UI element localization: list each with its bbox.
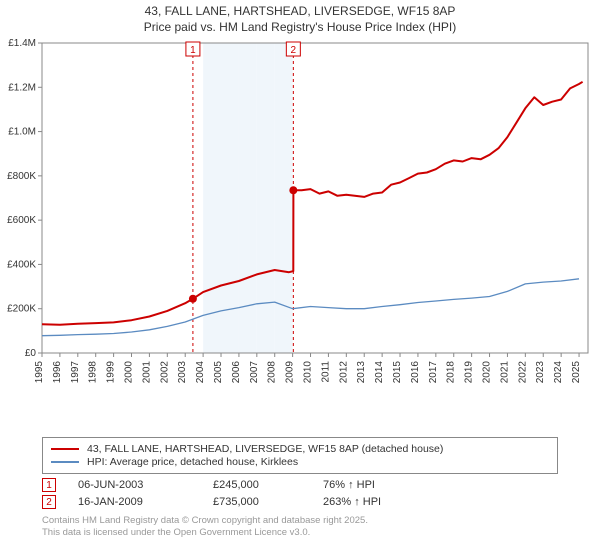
legend-item: HPI: Average price, detached house, Kirk… xyxy=(51,456,549,468)
annotation-date: 16-JAN-2009 xyxy=(78,496,213,508)
svg-text:£800K: £800K xyxy=(7,171,36,182)
price-chart: £0 £200K £400K £600K £800K £1.0M £1.2M £1.4M 199… xyxy=(0,35,600,435)
legend-swatch xyxy=(51,448,79,450)
svg-text:2021: 2021 xyxy=(499,361,510,384)
svg-text:2015: 2015 xyxy=(392,361,403,384)
svg-text:2005: 2005 xyxy=(213,361,224,384)
svg-text:£1.4M: £1.4M xyxy=(8,38,36,49)
svg-text:£600K: £600K xyxy=(7,215,36,226)
svg-text:2016: 2016 xyxy=(410,361,421,384)
svg-text:2004: 2004 xyxy=(195,361,206,384)
annotation-badge: 1 xyxy=(42,478,56,492)
svg-text:1996: 1996 xyxy=(52,361,63,384)
svg-text:2013: 2013 xyxy=(356,361,367,384)
svg-text:2002: 2002 xyxy=(159,361,170,384)
legend-label: HPI: Average price, detached house, Kirk… xyxy=(87,456,298,468)
svg-text:£200K: £200K xyxy=(7,304,36,315)
svg-text:2022: 2022 xyxy=(517,361,528,384)
annotation-price: £245,000 xyxy=(213,479,323,491)
legend-item: 43, FALL LANE, HARTSHEAD, LIVERSEDGE, WF… xyxy=(51,443,549,455)
svg-text:2025: 2025 xyxy=(571,361,582,384)
footer-line1: Contains HM Land Registry data © Crown c… xyxy=(42,515,558,527)
svg-text:1: 1 xyxy=(190,45,196,56)
legend-swatch xyxy=(51,461,79,463)
svg-text:2023: 2023 xyxy=(535,361,546,384)
svg-text:2003: 2003 xyxy=(177,361,188,384)
svg-text:1995: 1995 xyxy=(34,361,45,384)
footer-line2: This data is licensed under the Open Gov… xyxy=(42,527,558,539)
annotation-row: 2 16-JAN-2009£735,000263% ↑ HPI xyxy=(42,495,558,509)
svg-text:2000: 2000 xyxy=(124,361,135,384)
svg-text:£0: £0 xyxy=(25,348,37,359)
svg-text:2007: 2007 xyxy=(249,361,260,384)
annotation-date: 06-JUN-2003 xyxy=(78,479,213,491)
svg-text:2001: 2001 xyxy=(141,361,152,384)
title-line2: Price paid vs. HM Land Registry's House … xyxy=(0,20,600,36)
chart-svg: £0 £200K £400K £600K £800K £1.0M £1.2M £1.4M 199… xyxy=(0,35,600,435)
svg-text:1998: 1998 xyxy=(88,361,99,384)
svg-text:2010: 2010 xyxy=(303,361,314,384)
chart-title: 43, FALL LANE, HARTSHEAD, LIVERSEDGE, WF… xyxy=(0,0,600,35)
svg-text:1997: 1997 xyxy=(70,361,81,384)
annotation-pct: 263% ↑ HPI xyxy=(323,496,381,508)
svg-text:2011: 2011 xyxy=(320,361,331,383)
svg-text:2008: 2008 xyxy=(267,361,278,384)
svg-text:£400K: £400K xyxy=(7,260,36,271)
svg-text:£1.2M: £1.2M xyxy=(8,82,36,93)
legend: 43, FALL LANE, HARTSHEAD, LIVERSEDGE, WF… xyxy=(42,437,558,474)
svg-text:£1.0M: £1.0M xyxy=(8,127,36,138)
svg-text:2012: 2012 xyxy=(338,361,349,384)
svg-text:2017: 2017 xyxy=(428,361,439,384)
sale-annotations: 1 06-JUN-2003£245,00076% ↑ HPI 2 16-JAN-200… xyxy=(42,478,558,509)
title-line1: 43, FALL LANE, HARTSHEAD, LIVERSEDGE, WF… xyxy=(0,4,600,20)
svg-text:1999: 1999 xyxy=(106,361,117,384)
svg-text:2020: 2020 xyxy=(482,361,493,384)
footer-attribution: Contains HM Land Registry data © Crown c… xyxy=(42,515,558,539)
annotation-row: 1 06-JUN-2003£245,00076% ↑ HPI xyxy=(42,478,558,492)
svg-text:2018: 2018 xyxy=(446,361,457,384)
svg-text:2014: 2014 xyxy=(374,361,385,384)
annotation-pct: 76% ↑ HPI xyxy=(323,479,375,491)
svg-text:2006: 2006 xyxy=(231,361,242,384)
annotation-price: £735,000 xyxy=(213,496,323,508)
svg-text:2009: 2009 xyxy=(285,361,296,384)
legend-label: 43, FALL LANE, HARTSHEAD, LIVERSEDGE, WF… xyxy=(87,443,443,455)
svg-text:2: 2 xyxy=(291,45,297,56)
svg-text:2024: 2024 xyxy=(553,361,564,384)
annotation-badge: 2 xyxy=(42,495,56,509)
svg-text:2019: 2019 xyxy=(464,361,475,384)
